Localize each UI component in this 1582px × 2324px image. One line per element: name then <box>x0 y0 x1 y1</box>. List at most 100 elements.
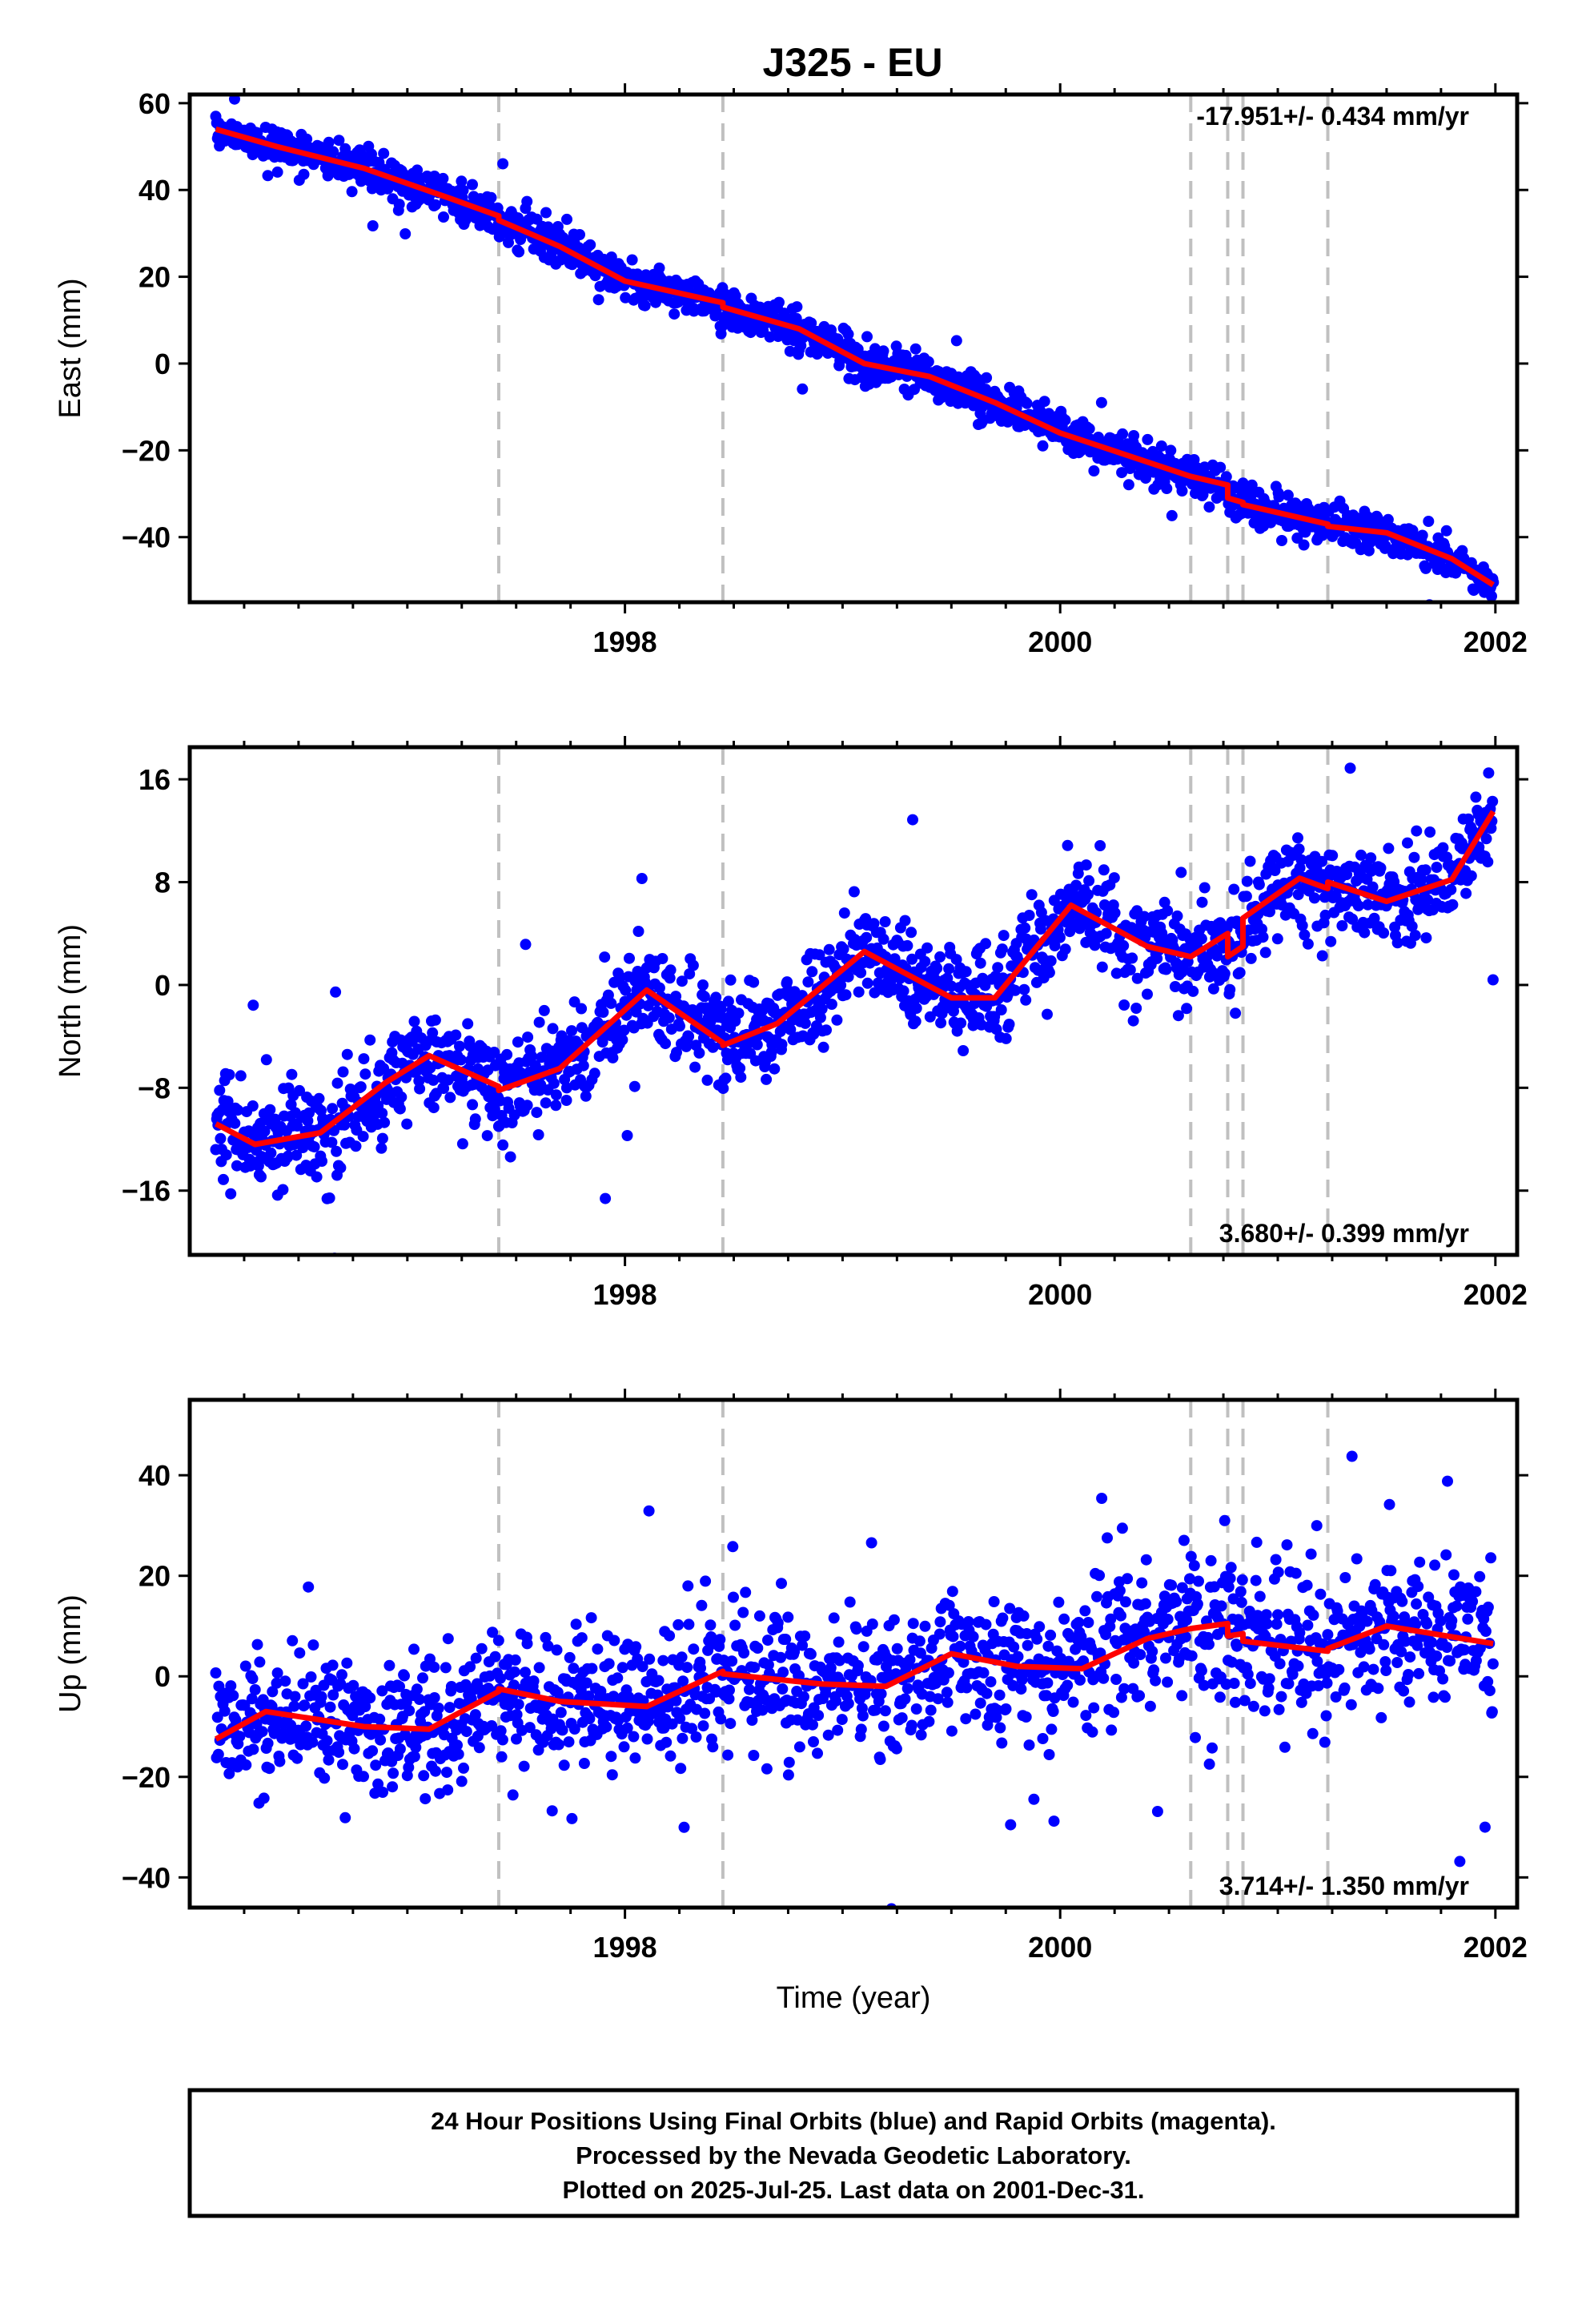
up-data-point <box>1379 1656 1391 1667</box>
north-data-point <box>813 949 825 961</box>
up-data-point <box>315 1691 327 1703</box>
east-data-point <box>1486 590 1497 602</box>
up-data-point <box>947 1630 959 1642</box>
north-data-point <box>748 976 760 988</box>
north-data-point <box>414 1083 426 1095</box>
up-data-point <box>628 1731 640 1743</box>
up-data-point <box>996 1737 1008 1749</box>
north-data-point <box>331 1077 343 1089</box>
north-data-point <box>576 1003 588 1015</box>
up-data-point <box>896 1712 908 1724</box>
north-data-point <box>225 1188 237 1200</box>
up-data-point <box>341 1657 353 1669</box>
north-data-point <box>375 1142 387 1154</box>
north-data-point <box>264 1104 276 1116</box>
up-data-point <box>699 1707 711 1719</box>
north-data-point <box>868 918 880 930</box>
north-data-point <box>1271 933 1283 945</box>
north-scatter-series <box>210 762 1499 1255</box>
north-data-point <box>733 1007 745 1019</box>
up-data-point <box>246 1693 258 1705</box>
up-data-point <box>1186 1650 1198 1662</box>
east-data-point <box>805 317 817 329</box>
up-data-point <box>1185 1550 1197 1562</box>
north-data-point <box>1211 950 1223 962</box>
north-data-point <box>406 1035 418 1047</box>
north-data-point <box>1325 935 1337 947</box>
north-data-point <box>394 1103 406 1115</box>
north-data-point <box>861 931 873 943</box>
up-data-point <box>508 1666 520 1678</box>
north-data-point <box>1368 912 1380 924</box>
up-data-point <box>697 1720 709 1732</box>
east-x-tick-label: 1998 <box>593 625 657 658</box>
east-data-point <box>1128 430 1140 441</box>
up-data-point <box>1203 1758 1215 1770</box>
up-data-point <box>657 1655 669 1667</box>
up-data-point <box>1170 1596 1182 1607</box>
up-data-point <box>279 1675 291 1687</box>
east-data-point <box>1059 414 1071 426</box>
up-data-point <box>1207 1742 1218 1754</box>
up-data-point <box>1261 1618 1273 1630</box>
north-data-point <box>934 951 946 963</box>
up-data-point <box>1311 1655 1323 1667</box>
north-data-point <box>715 1003 727 1015</box>
up-data-point <box>1008 1641 1020 1653</box>
north-data-point <box>313 1092 325 1104</box>
up-data-point <box>1315 1588 1327 1600</box>
up-data-point <box>832 1724 844 1736</box>
north-data-point <box>1402 837 1413 849</box>
north-data-point <box>286 1068 298 1080</box>
up-data-point <box>844 1596 856 1608</box>
up-data-point <box>428 1692 440 1703</box>
up-data-point <box>1273 1703 1285 1715</box>
up-data-point <box>377 1787 388 1798</box>
north-x-tick-label: 2000 <box>1028 1278 1092 1311</box>
up-data-point <box>1411 1598 1423 1610</box>
up-data-point <box>1138 1626 1150 1638</box>
north-data-point <box>1362 899 1374 911</box>
north-data-point <box>359 1068 371 1080</box>
up-data-point <box>1028 1793 1040 1805</box>
up-data-point <box>833 1636 845 1648</box>
up-data-point <box>1330 1691 1342 1703</box>
up-data-point <box>524 1722 536 1734</box>
east-data-point <box>1298 539 1310 551</box>
east-data-point <box>605 251 617 263</box>
up-data-point <box>1012 1651 1024 1663</box>
up-data-point <box>652 1675 665 1687</box>
up-data-point <box>511 1709 523 1720</box>
north-data-point <box>1003 1019 1015 1030</box>
up-data-point <box>695 1663 706 1674</box>
north-data-point <box>532 1129 544 1140</box>
up-data-point <box>247 1743 259 1755</box>
north-data-point <box>761 1073 773 1085</box>
up-data-point <box>1181 1614 1193 1626</box>
east-y-tick-label: −20 <box>122 434 171 467</box>
north-data-point <box>1422 894 1434 906</box>
up-data-point <box>1426 1636 1438 1648</box>
up-data-point <box>266 1700 278 1712</box>
up-data-point <box>888 1614 900 1626</box>
up-data-point <box>1150 1675 1162 1687</box>
north-data-point <box>341 1048 353 1060</box>
north-data-point <box>260 1054 272 1066</box>
footer-line-3: Plotted on 2025-Jul-25. Last data on 200… <box>562 2176 1144 2204</box>
east-data-point <box>438 211 449 223</box>
up-data-point <box>344 1725 356 1737</box>
up-data-point <box>323 1754 335 1766</box>
up-data-point <box>644 1653 656 1665</box>
north-data-point <box>1160 963 1172 975</box>
up-data-point <box>603 1658 615 1670</box>
up-data-point <box>1020 1711 1032 1723</box>
north-data-point <box>596 1036 608 1048</box>
east-data-point <box>540 207 552 219</box>
up-data-point <box>1043 1749 1055 1760</box>
north-data-point <box>1195 933 1207 945</box>
east-data-point <box>1382 513 1394 525</box>
up-data-point <box>782 1611 794 1623</box>
up-data-point <box>1067 1696 1079 1708</box>
north-data-point <box>707 1041 719 1053</box>
